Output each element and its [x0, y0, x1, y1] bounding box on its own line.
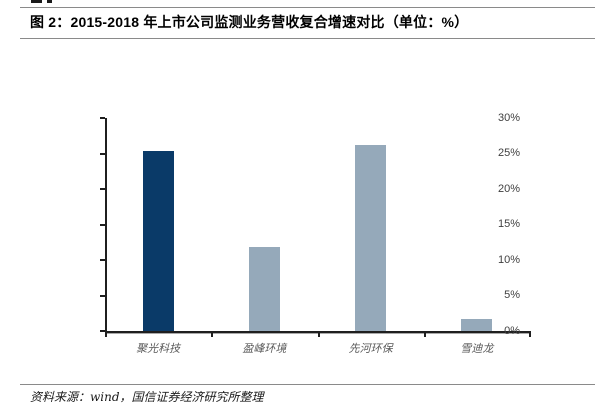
y-axis-tick-label: 20%: [497, 182, 520, 195]
y-axis-tick: [100, 330, 105, 332]
bar-聚光科技: [142, 151, 174, 331]
source-note: 资料来源：wind，国信证券经济研究所整理: [30, 390, 264, 404]
x-axis-category-label: 雪迪龙: [460, 342, 494, 355]
x-axis-tick: [211, 331, 214, 337]
bar-盈峰环境: [248, 246, 280, 331]
bar-雪迪龙: [461, 318, 493, 331]
y-axis-tick: [100, 188, 105, 190]
x-axis-tick: [317, 331, 320, 337]
y-axis-tick: [100, 259, 105, 261]
bar-先河环保: [355, 144, 387, 331]
x-axis-category-label: 聚光科技: [136, 342, 181, 355]
x-axis-category-label: 盈峰环境: [242, 342, 287, 355]
y-axis-tick-label: 5%: [504, 289, 520, 301]
y-axis-tick: [100, 152, 105, 155]
figure-top-divider: [20, 7, 595, 8]
bar-chart: 0% 5% 10% 15% 20% 25% 30% 聚光科技 盈峰环境 先河环保 雪迪龙: [100, 112, 531, 355]
clipped-text-fragment: [31, 0, 42, 3]
clipped-text-fragment: [47, 0, 52, 3]
y-axis-line: [105, 118, 107, 331]
x-axis-tick: [529, 331, 531, 337]
y-axis-tick: [100, 223, 105, 226]
figure-title-divider: [20, 38, 595, 39]
x-axis-tick: [423, 331, 426, 337]
figure-title: 图 2：2015-2018 年上市公司监测业务营收复合增速对比（单位：%）: [30, 14, 469, 30]
y-axis-tick: [100, 294, 105, 297]
y-axis-tick-label: 30%: [497, 111, 520, 124]
y-axis-tick-label: 25%: [497, 147, 520, 159]
figure-bottom-divider: [20, 384, 595, 385]
x-axis-category-label: 先河环保: [348, 342, 393, 355]
y-axis-tick: [100, 117, 105, 119]
y-axis-tick-label: 0%: [504, 324, 520, 337]
x-axis-tick: [105, 331, 107, 337]
y-axis-tick-label: 10%: [497, 253, 520, 266]
y-axis-tick-label: 15%: [497, 218, 520, 230]
